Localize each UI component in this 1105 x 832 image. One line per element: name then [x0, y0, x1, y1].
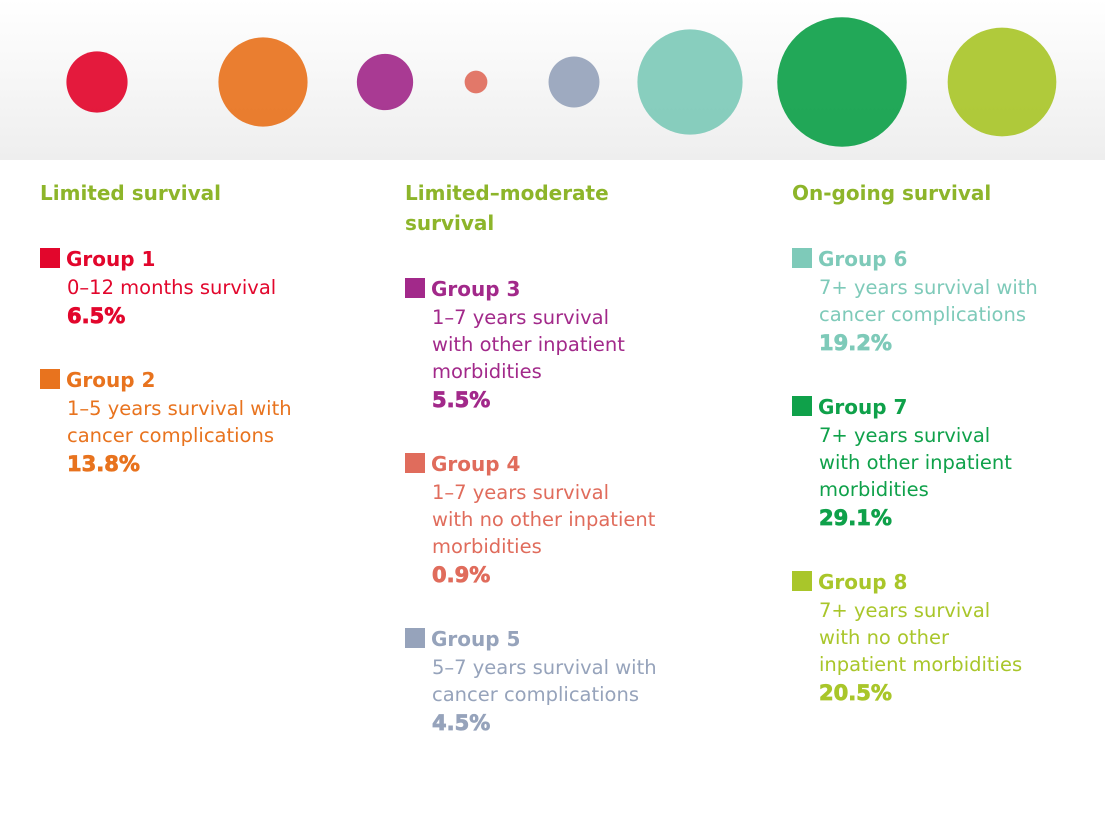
legend-swatch	[405, 453, 425, 473]
group-name: Group 4	[431, 452, 520, 476]
bubble	[66, 51, 127, 112]
group-description: cancer complications	[405, 681, 705, 708]
group-description: with no other inpatient	[405, 506, 705, 533]
group-description: morbidities	[405, 358, 705, 385]
value-label: 0.9%	[405, 560, 705, 590]
bubble	[357, 54, 413, 110]
group-header: Group 4	[405, 449, 705, 479]
value-label: 5.5%	[405, 385, 705, 415]
column-title: On-going survival	[792, 178, 1062, 208]
group-description: 1–5 years survival with	[40, 395, 340, 422]
group-description: cancer complications	[792, 301, 1092, 328]
infographic: Limited survival Group 1 0–12 months survi…	[0, 0, 1105, 832]
group-header: Group 2	[40, 365, 340, 395]
group-description: 7+ years survival	[792, 422, 1092, 449]
bubble	[549, 57, 600, 108]
group-name: Group 6	[818, 247, 907, 271]
value-label: 13.8%	[40, 449, 340, 479]
column: Limited–moderate survival Group 3 1–7 year…	[405, 178, 705, 772]
group-name: Group 5	[431, 627, 520, 651]
group-description: 1–7 years survival	[405, 304, 705, 331]
legend-swatch	[405, 278, 425, 298]
legend-swatch	[40, 369, 60, 389]
group-header: Group 7	[792, 392, 1092, 422]
group-header: Group 6	[792, 244, 1092, 274]
group-header: Group 8	[792, 567, 1092, 597]
group-description: 5–7 years survival with	[405, 654, 705, 681]
group-name: Group 1	[66, 247, 155, 271]
bubble	[777, 17, 906, 146]
value-label: 19.2%	[792, 328, 1092, 358]
legend-swatch	[792, 571, 812, 591]
column-title: Limited survival	[40, 178, 310, 208]
group-description: morbidities	[405, 533, 705, 560]
value-label: 6.5%	[40, 301, 340, 331]
legend-swatch	[792, 396, 812, 416]
group-description: 1–7 years survival	[405, 479, 705, 506]
legend-swatch	[40, 248, 60, 268]
value-label: 29.1%	[792, 503, 1092, 533]
value-label: 20.5%	[792, 678, 1092, 708]
group-header: Group 3	[405, 274, 705, 304]
group-description: with no other	[792, 624, 1092, 651]
group-description: with other inpatient	[792, 449, 1092, 476]
group-name: Group 3	[431, 277, 520, 301]
bubble	[637, 29, 742, 134]
group-description: 7+ years survival with	[792, 274, 1092, 301]
group-header: Group 1	[40, 244, 340, 274]
value-label: 4.5%	[405, 708, 705, 738]
group-header: Group 5	[405, 624, 705, 654]
group-description: cancer complications	[40, 422, 340, 449]
bubble	[465, 71, 488, 94]
group-name: Group 2	[66, 368, 155, 392]
group-name: Group 7	[818, 395, 907, 419]
group-description: 7+ years survival	[792, 597, 1092, 624]
group-name: Group 8	[818, 570, 907, 594]
column: On-going survival Group 6 7+ years surviva…	[792, 178, 1092, 742]
column: Limited survival Group 1 0–12 months survi…	[40, 178, 340, 513]
group-description: morbidities	[792, 476, 1092, 503]
group-description: inpatient morbidities	[792, 651, 1092, 678]
bubble	[948, 28, 1057, 137]
legend-swatch	[792, 248, 812, 268]
group-description: 0–12 months survival	[40, 274, 340, 301]
legend-swatch	[405, 628, 425, 648]
group-description: with other inpatient	[405, 331, 705, 358]
bubble-band	[0, 0, 1105, 160]
bubble	[218, 37, 307, 126]
column-title: Limited–moderate survival	[405, 178, 675, 238]
